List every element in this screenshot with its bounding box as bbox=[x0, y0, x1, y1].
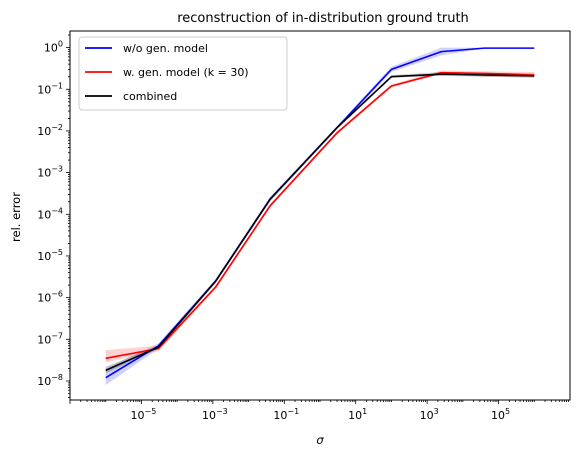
y-tick-label: 10−6 bbox=[37, 290, 63, 305]
legend-label-w-gen-model-k-30: w. gen. model (k = 30) bbox=[123, 66, 249, 79]
y-tick-label: 10−4 bbox=[37, 206, 63, 221]
legend: w/o gen. model w. gen. model (k = 30) comb… bbox=[78, 36, 288, 111]
y-tick-label: 10−1 bbox=[37, 81, 63, 96]
y-tick-label: 10−2 bbox=[37, 123, 63, 138]
x-tick-label: 105 bbox=[491, 407, 510, 422]
chart-title: reconstruction of in-distribution ground… bbox=[177, 11, 469, 26]
x-axis-ticks: 10−5 10−3 10−1 101 103 105 bbox=[69, 400, 569, 422]
x-tick-label: 10−5 bbox=[131, 407, 157, 422]
series-lines bbox=[105, 47, 535, 379]
y-tick-label: 100 bbox=[44, 40, 63, 55]
x-tick-label: 103 bbox=[420, 407, 439, 422]
y-tick-label: 10−7 bbox=[37, 331, 63, 346]
legend-box bbox=[78, 36, 288, 111]
plot-frame bbox=[69, 30, 571, 401]
legend-label-w-o-gen-model: w/o gen. model bbox=[123, 42, 208, 55]
series-line-combined bbox=[105, 73, 535, 372]
x-tick-label: 10−3 bbox=[202, 407, 228, 422]
series-line-w-gen-model-k-30 bbox=[105, 71, 535, 360]
legend-label-combined: combined bbox=[123, 90, 177, 103]
y-axis-title: rel. error bbox=[9, 192, 23, 242]
y-tick-label: 10−8 bbox=[37, 373, 63, 388]
x-axis-title: σ bbox=[316, 433, 324, 447]
y-tick-label: 10−5 bbox=[37, 248, 63, 263]
x-tick-label: 101 bbox=[348, 407, 367, 422]
y-tick-label: 10−3 bbox=[37, 165, 63, 180]
x-tick-label: 10−1 bbox=[273, 407, 299, 422]
